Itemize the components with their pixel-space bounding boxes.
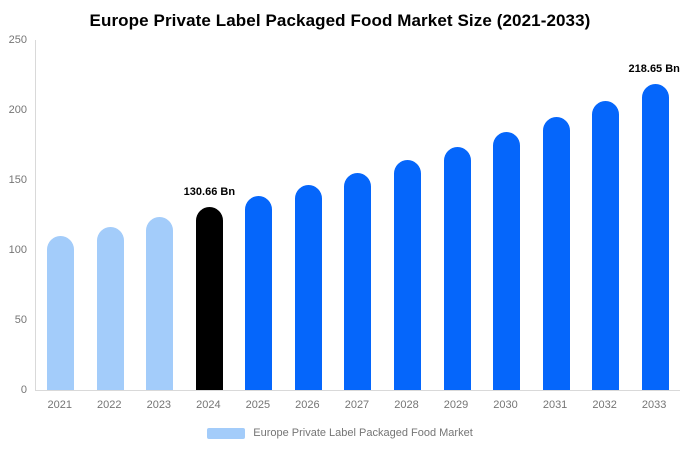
x-tick-label-2023: 2023 <box>146 399 172 411</box>
bar-cell-2028 <box>383 40 433 390</box>
x-tick-label-2026: 2026 <box>295 399 320 411</box>
bar-cell-2032 <box>581 40 631 390</box>
bar-cell-2030 <box>482 40 532 390</box>
bar-cell-2033: 218.65 Bn <box>628 40 680 390</box>
bar-2026 <box>294 184 322 390</box>
x-tick-label-2029: 2029 <box>443 399 469 411</box>
bar-2027 <box>344 172 372 390</box>
bars-area: 130.66 Bn 218.65 Bn <box>36 40 680 390</box>
y-tick-label: 250 <box>8 34 27 46</box>
bar-cell-2026 <box>284 40 334 390</box>
bar-cell-2025 <box>234 40 284 390</box>
y-tick-label: 150 <box>8 174 27 186</box>
legend-label: Europe Private Label Packaged Food Marke… <box>253 427 473 439</box>
bar-2033 <box>641 83 669 390</box>
x-tick-label-2025: 2025 <box>245 399 271 411</box>
plot-area: 0 50 100 150 200 250 130.66 Bn 218.65 Bn <box>9 34 680 396</box>
bar-2028 <box>393 160 421 390</box>
y-tick-label: 200 <box>8 104 27 116</box>
bar-2030 <box>493 132 521 390</box>
bar-cell-2029 <box>432 40 482 390</box>
x-axis-labels: 2021 2022 2023 2024 2025 2026 2027 2028 2029 2030… <box>35 399 679 411</box>
legend-item[interactable]: Europe Private Label Packaged Food Marke… <box>0 427 680 439</box>
x-tick-label-2030: 2030 <box>493 399 518 411</box>
bar-cell-2024: 130.66 Bn <box>183 40 236 390</box>
y-tick-label: 50 <box>14 314 27 326</box>
y-tick-label: 100 <box>8 244 27 256</box>
bar-2022 <box>96 226 124 390</box>
bar-2021 <box>47 236 75 390</box>
x-tick-label-2031: 2031 <box>542 399 568 411</box>
x-tick-label-2024: 2024 <box>196 399 221 411</box>
bar-2031 <box>542 117 570 390</box>
bar-cell-2022 <box>86 40 136 390</box>
y-axis: 0 50 100 150 200 250 <box>0 34 31 396</box>
bar-cell-2023 <box>135 40 185 390</box>
chart-title: Europe Private Label Packaged Food Marke… <box>89 11 591 30</box>
bar-2024 <box>195 207 223 390</box>
x-tick-label-2022: 2022 <box>97 399 122 411</box>
bar-cell-2027 <box>333 40 383 390</box>
bar-cell-2031 <box>531 40 581 390</box>
value-label-2033: 218.65 Bn <box>628 62 680 75</box>
bar-2032 <box>592 100 620 390</box>
x-tick-label-2021: 2021 <box>47 399 72 411</box>
x-tick-label-2032: 2032 <box>592 399 617 411</box>
bar-cell-2021 <box>36 40 86 390</box>
x-tick-label-2027: 2027 <box>344 399 370 411</box>
bar-2025 <box>245 196 273 390</box>
y-tick-label: 0 <box>20 384 27 396</box>
x-tick-label-2033: 2033 <box>641 399 667 411</box>
bar-2029 <box>443 146 471 390</box>
bar-2023 <box>146 217 174 390</box>
x-tick-label-2028: 2028 <box>394 399 419 411</box>
legend-swatch <box>207 427 246 439</box>
value-label-2024: 130.66 Bn <box>183 186 236 199</box>
